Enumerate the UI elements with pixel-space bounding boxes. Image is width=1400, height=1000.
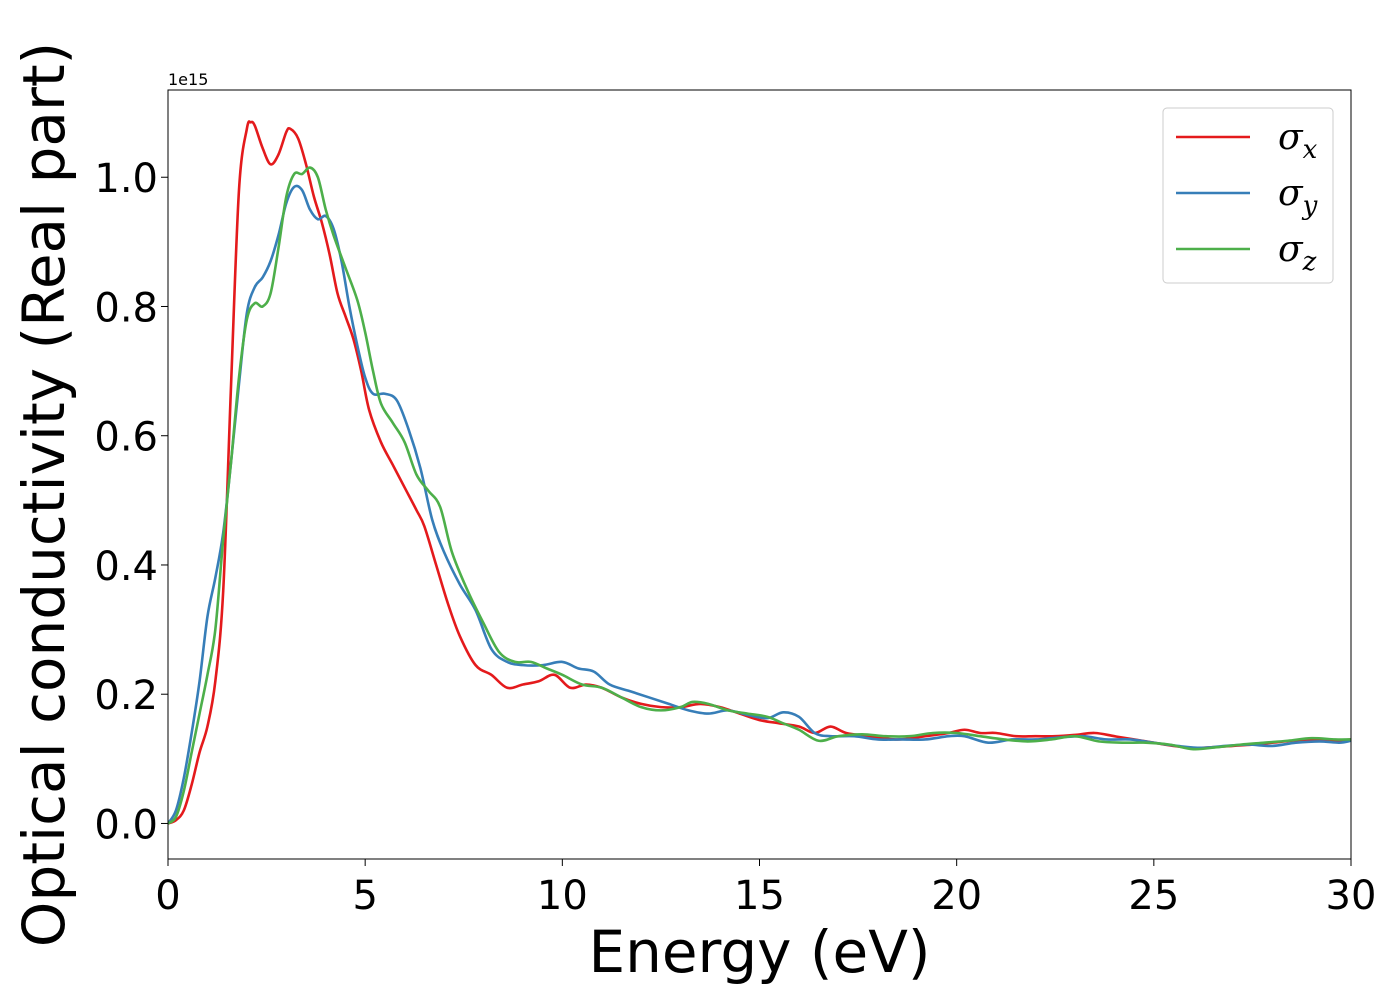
x-tick-label: 10	[537, 873, 588, 919]
x-tick-label: 15	[734, 873, 785, 919]
legend-label-z: σz	[1278, 229, 1317, 277]
y-tick-label: 0.8	[94, 285, 158, 331]
x-tick-label: 30	[1326, 873, 1377, 919]
y-tick-label: 1.0	[94, 156, 158, 202]
legend-box	[1162, 107, 1334, 284]
x-tick-label: 0	[155, 873, 180, 919]
y-tick-label: 0.0	[94, 802, 158, 848]
x-tick-label: 5	[352, 873, 377, 919]
legend-symbol: σ	[1278, 173, 1304, 214]
legend-subscript: z	[1302, 247, 1317, 277]
legend-symbol: σ	[1278, 229, 1304, 270]
legend-subscript: x	[1303, 135, 1318, 165]
y-tick-label: 0.4	[94, 544, 158, 590]
legend-label-x: σx	[1278, 117, 1318, 165]
x-tick-label: 20	[931, 873, 982, 919]
x-axis: 0 5 10 15 20 25 30	[155, 859, 1376, 919]
legend-symbol: σ	[1278, 117, 1304, 158]
x-tick-label: 25	[1128, 873, 1179, 919]
y-tick-label: 0.6	[94, 415, 158, 461]
y-axis-label: Optical conductivity (Real part)	[10, 42, 78, 947]
y-offset-label: 1e15	[168, 70, 208, 89]
x-axis-label: Energy (eV)	[588, 918, 930, 986]
series-line-z	[168, 166, 1351, 825]
series-layer	[168, 120, 1351, 825]
legend-label-y: σy	[1278, 173, 1318, 221]
y-tick-label: 0.2	[94, 673, 158, 719]
y-axis: 0.0 0.2 0.4 0.6 0.8 1.0	[94, 156, 168, 848]
legend-subscript: y	[1302, 191, 1318, 221]
